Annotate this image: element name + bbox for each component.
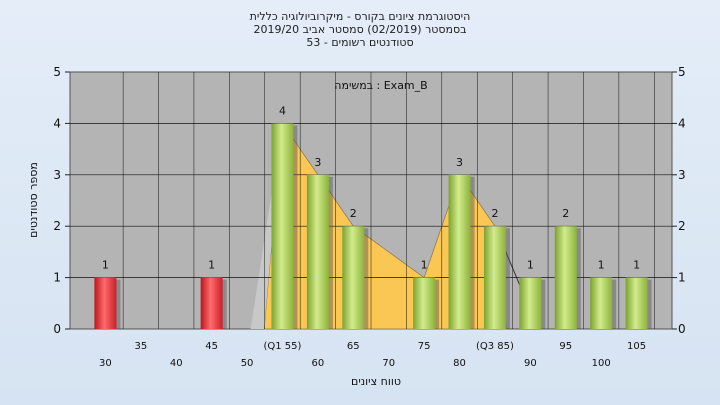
bar-value-label: 3 [456,156,463,169]
bar-value-label: 2 [350,207,357,220]
y-tick-label-left: 3 [53,168,61,182]
x-tick-label: 40 [170,358,183,369]
bar-body [342,226,365,329]
bar-body [519,277,542,329]
assignment-annotation: במשימה : Exam_B [334,79,427,92]
fail-bar [200,277,227,329]
bar-value-label: 2 [562,207,569,220]
y-tick-label-right: 0 [678,322,686,336]
y-axis-label: מספר סטודנטים [27,162,40,238]
x-tick-label: 105 [627,341,646,352]
y-tick-label-left: 4 [53,116,61,130]
title-line-3: סטודנטים רשומים - 53 [306,36,414,49]
bar-value-label: 1 [598,259,605,272]
y-tick-label-right: 4 [678,116,686,130]
pass-bar [271,123,298,330]
bar-value-label: 3 [314,156,321,169]
x-tick-label: 70 [382,358,395,369]
y-tick-label-right: 1 [678,271,686,285]
y-tick-label-left: 2 [53,219,61,233]
bar-value-label: 1 [102,259,109,272]
x-tick-label: 75 [418,341,431,352]
x-tick-label: (Q1 55) [263,341,301,352]
bar-body [200,277,223,329]
bar-value-label: 1 [527,259,534,272]
pass-bar [413,277,440,329]
fail-bar [94,277,121,329]
x-tick-label: 30 [99,358,112,369]
pass-bar [519,277,546,329]
bar-body [483,226,506,329]
chart-title: היסטוגרמת ציונים בקורס - מיקרוביולוגיה כ… [0,10,720,49]
x-axis-label: טווח ציונים [351,375,401,388]
bar-body [413,277,436,329]
y-tick-label-right: 3 [678,168,686,182]
x-tick-label: 80 [453,358,466,369]
bar-value-label: 1 [208,259,215,272]
pass-bar [483,226,510,329]
title-line-1: היסטוגרמת ציונים בקורס - מיקרוביולוגיה כ… [249,10,471,23]
pass-bar [342,226,369,329]
x-tick-label: 65 [347,341,360,352]
bar-body [94,277,117,329]
bar-body [306,174,329,329]
x-tick-label: (Q3 85) [476,341,514,352]
pass-bar [448,174,475,329]
pass-bar [590,277,617,329]
pass-bar [625,277,652,329]
bar-value-label: 4 [279,104,286,117]
x-tick-label: 95 [559,341,572,352]
y-tick-label-left: 5 [53,65,61,79]
bar-body [554,226,577,329]
y-tick-label-left: 0 [53,322,61,336]
bar-body [625,277,648,329]
pass-bar [306,174,333,329]
x-tick-label: 100 [592,358,611,369]
bar-body [448,174,471,329]
title-line-2: בסמסטר (02/2019) סמסטר אביב 2019/20 [253,23,467,36]
bar-body [271,123,294,330]
y-tick-label-right: 2 [678,219,686,233]
x-tick-label: 35 [134,341,147,352]
x-tick-label: 90 [524,358,537,369]
y-tick-label-right: 5 [678,65,686,79]
y-tick-label-left: 1 [53,271,61,285]
bar-value-label: 1 [633,259,640,272]
x-tick-label: 60 [312,358,325,369]
pass-bar [554,226,581,329]
x-tick-label: 45 [205,341,218,352]
bar-value-label: 1 [421,259,428,272]
bar-value-label: 2 [491,207,498,220]
bar-body [590,277,613,329]
x-tick-label: 50 [241,358,254,369]
